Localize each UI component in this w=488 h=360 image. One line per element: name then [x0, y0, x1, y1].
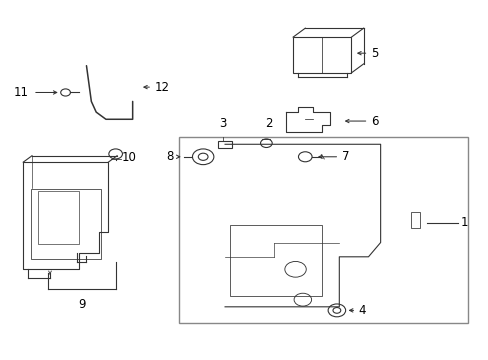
Text: 3: 3 — [219, 117, 226, 130]
Text: 1: 1 — [460, 216, 468, 229]
Text: 12: 12 — [154, 81, 169, 94]
Bar — [229, 225, 322, 296]
Bar — [38, 191, 79, 244]
Text: 10: 10 — [121, 151, 136, 164]
Text: 4: 4 — [358, 304, 366, 317]
Bar — [292, 37, 351, 73]
Text: 2: 2 — [264, 117, 272, 130]
Text: 9: 9 — [78, 298, 85, 311]
Bar — [217, 141, 232, 148]
Text: 6: 6 — [370, 114, 378, 127]
Text: 7: 7 — [341, 150, 348, 163]
Text: 8: 8 — [166, 150, 174, 163]
Bar — [30, 189, 101, 258]
Bar — [410, 212, 419, 228]
Text: 5: 5 — [370, 47, 378, 60]
Bar — [179, 137, 467, 323]
Text: 11: 11 — [14, 86, 28, 99]
